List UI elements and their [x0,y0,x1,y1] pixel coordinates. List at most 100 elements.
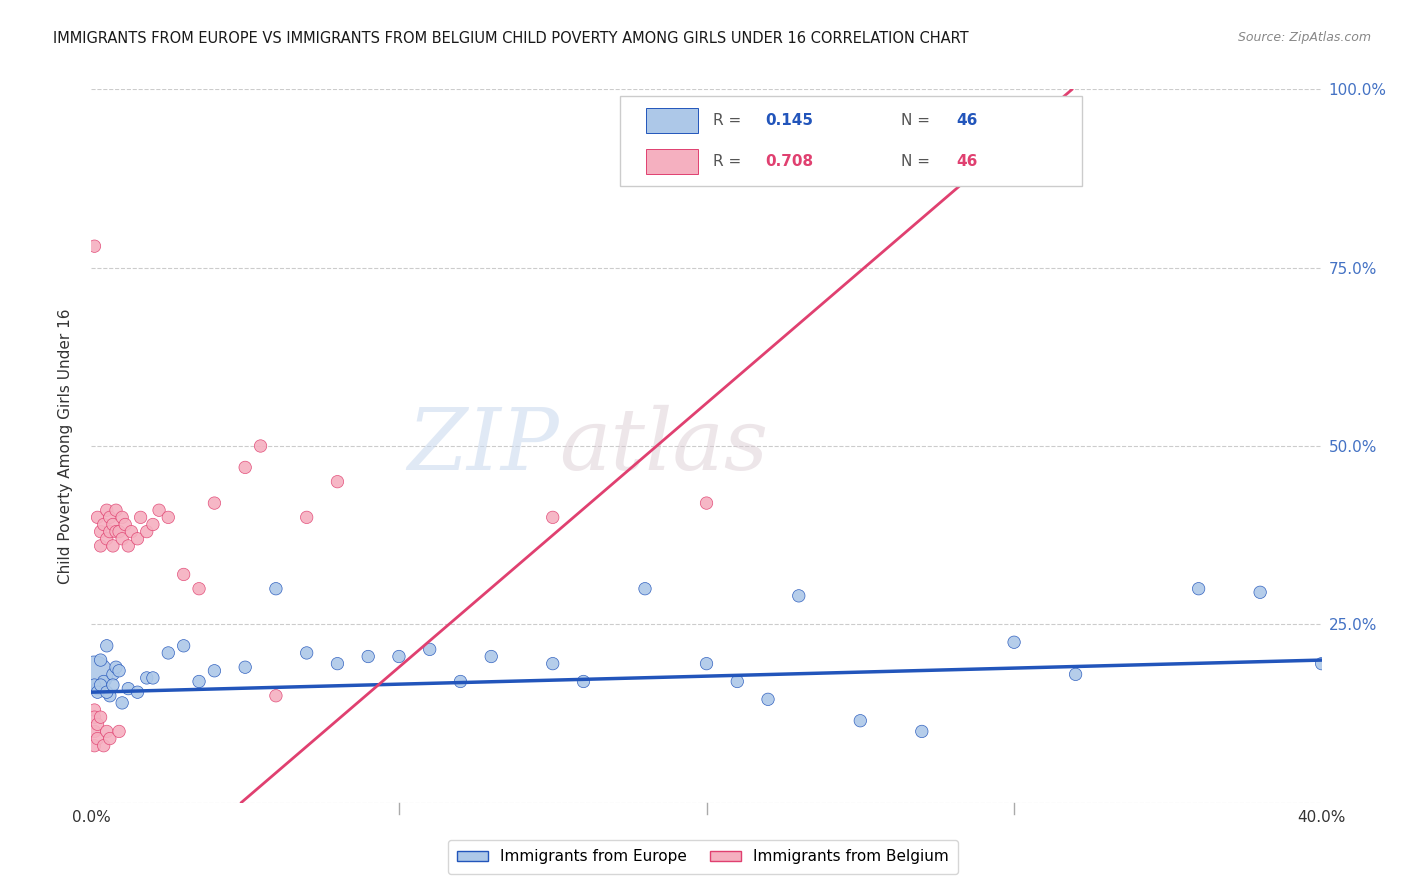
Point [157,510,180,524]
Point [135,524,157,539]
Point [295,510,318,524]
Point [111,532,134,546]
Point [98,524,121,539]
Text: Source: ZipAtlas.com: Source: ZipAtlas.com [1237,31,1371,45]
Point [111,510,134,524]
Point [101,667,124,681]
Text: IMMIGRANTS FROM EUROPE VS IMMIGRANTS FROM BELGIUM CHILD POVERTY AMONG GIRLS UNDE: IMMIGRANTS FROM EUROPE VS IMMIGRANTS FRO… [53,31,969,46]
Point [756,692,779,706]
Point [83,667,105,681]
Point [148,503,170,517]
Point [173,639,195,653]
Point [101,678,124,692]
Point [541,657,564,671]
Point [264,689,287,703]
Point [326,475,349,489]
Point [96,639,118,653]
Point [83,739,105,753]
Point [696,657,718,671]
Point [849,714,872,728]
Point [86,510,108,524]
Point [90,710,112,724]
Text: 0.145: 0.145 [765,113,814,128]
Point [108,724,131,739]
Point [142,517,165,532]
Point [114,517,136,532]
Point [90,539,112,553]
FancyBboxPatch shape [620,96,1081,186]
Point [249,439,271,453]
FancyBboxPatch shape [647,108,697,133]
Point [233,460,256,475]
Point [93,517,115,532]
Point [111,696,134,710]
Point [96,685,118,699]
Text: 46: 46 [956,154,977,169]
Point [188,674,211,689]
Point [295,646,318,660]
Point [105,660,127,674]
Point [1187,582,1209,596]
Point [202,664,225,678]
Point [479,649,502,664]
Point [117,681,139,696]
Legend: Immigrants from Europe, Immigrants from Belgium: Immigrants from Europe, Immigrants from … [449,840,957,873]
Point [129,510,152,524]
Point [86,717,108,731]
Point [173,567,195,582]
Point [86,681,108,696]
Point [1002,635,1025,649]
Point [86,685,108,699]
Point [264,582,287,596]
Point [117,539,139,553]
Point [86,731,108,746]
Text: 0.708: 0.708 [765,154,814,169]
Point [572,674,595,689]
Point [98,731,121,746]
Point [98,510,121,524]
Point [98,689,121,703]
Point [108,664,131,678]
Point [541,510,564,524]
Text: ZIP: ZIP [406,405,558,487]
Point [93,674,115,689]
Point [96,503,118,517]
Point [83,724,105,739]
Point [93,739,115,753]
Point [90,524,112,539]
Point [108,524,131,539]
Text: N =: N = [901,113,935,128]
Point [83,703,105,717]
Point [120,524,142,539]
Point [101,517,124,532]
Point [157,646,180,660]
Point [787,589,810,603]
Point [388,649,411,664]
Y-axis label: Child Poverty Among Girls Under 16: Child Poverty Among Girls Under 16 [58,309,73,583]
Point [188,582,211,596]
Text: 46: 46 [956,113,977,128]
Point [419,642,441,657]
FancyBboxPatch shape [647,149,697,174]
Point [696,496,718,510]
Point [911,724,934,739]
Point [83,710,105,724]
Point [326,657,349,671]
Point [725,674,748,689]
Point [202,496,225,510]
Point [83,678,105,692]
Text: R =: R = [713,154,745,169]
Text: atlas: atlas [558,405,768,487]
Text: R =: R = [713,113,745,128]
Point [357,649,380,664]
Point [1310,657,1333,671]
Point [449,674,471,689]
Point [96,724,118,739]
Point [105,524,127,539]
Point [127,685,149,699]
Point [90,678,112,692]
Point [101,539,124,553]
Point [634,582,657,596]
Point [96,532,118,546]
Point [1249,585,1271,599]
